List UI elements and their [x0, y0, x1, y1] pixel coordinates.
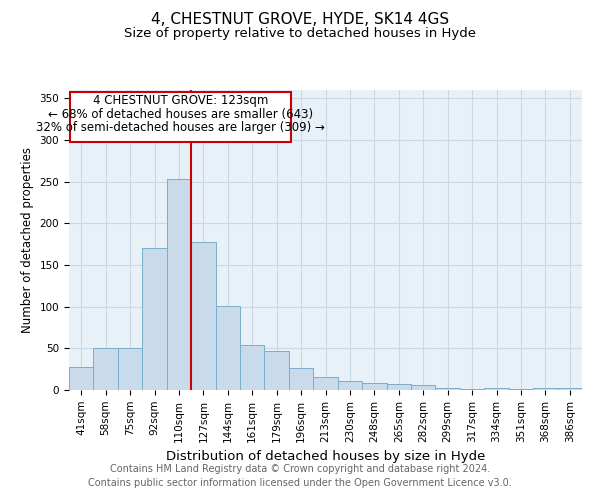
Bar: [557, 388, 582, 390]
Bar: [191, 242, 215, 390]
Text: 4 CHESTNUT GROVE: 123sqm: 4 CHESTNUT GROVE: 123sqm: [93, 94, 268, 108]
Bar: [69, 366, 94, 390]
Bar: [362, 382, 386, 390]
Bar: [167, 179, 191, 390]
Bar: [460, 389, 484, 390]
Bar: [386, 384, 411, 390]
Bar: [289, 368, 313, 390]
Text: Contains HM Land Registry data © Crown copyright and database right 2024.
Contai: Contains HM Land Registry data © Crown c…: [88, 464, 512, 487]
Bar: [533, 388, 557, 390]
Y-axis label: Number of detached properties: Number of detached properties: [21, 147, 34, 333]
Text: ← 68% of detached houses are smaller (643): ← 68% of detached houses are smaller (64…: [48, 108, 313, 120]
Bar: [265, 351, 289, 390]
Bar: [484, 388, 509, 390]
Bar: [411, 385, 436, 390]
Bar: [94, 348, 118, 390]
Bar: [313, 376, 338, 390]
Bar: [70, 92, 291, 142]
Bar: [338, 381, 362, 390]
Bar: [215, 306, 240, 390]
Text: 32% of semi-detached houses are larger (309) →: 32% of semi-detached houses are larger (…: [37, 121, 325, 134]
Bar: [509, 389, 533, 390]
Bar: [142, 248, 167, 390]
Text: 4, CHESTNUT GROVE, HYDE, SK14 4GS: 4, CHESTNUT GROVE, HYDE, SK14 4GS: [151, 12, 449, 28]
Bar: [436, 388, 460, 390]
X-axis label: Distribution of detached houses by size in Hyde: Distribution of detached houses by size …: [166, 450, 485, 463]
Bar: [118, 348, 142, 390]
Text: Size of property relative to detached houses in Hyde: Size of property relative to detached ho…: [124, 28, 476, 40]
Bar: [240, 345, 265, 390]
